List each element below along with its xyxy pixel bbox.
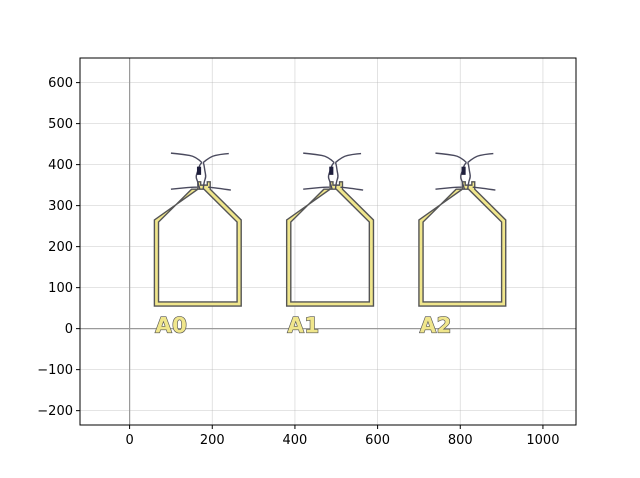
device-wire <box>340 186 364 191</box>
axes-frame <box>79 57 577 426</box>
device-a2: A2 <box>418 152 507 338</box>
device-wire <box>472 186 496 191</box>
device-a0: A0 <box>153 152 242 338</box>
y-tick-label: 300 <box>48 199 73 214</box>
device-wire <box>467 162 471 190</box>
device-a1: A1 <box>285 152 375 338</box>
x-tick-label: 1000 <box>526 433 559 448</box>
device-wire <box>435 152 467 164</box>
y-tick-label: 400 <box>48 158 73 173</box>
device-wire <box>202 152 229 164</box>
device-pad <box>329 166 334 175</box>
axes-border <box>79 57 577 426</box>
y-tick-label: 500 <box>48 117 73 132</box>
origin-axis-lines <box>80 58 576 425</box>
y-tick-label: 200 <box>48 240 73 255</box>
device-outline <box>285 181 375 307</box>
device-wire <box>202 162 207 190</box>
device-wire <box>303 186 330 190</box>
device-outline <box>153 181 242 307</box>
device-wire <box>460 162 467 190</box>
y-tick-label: 600 <box>48 76 73 91</box>
device-wire <box>303 152 335 164</box>
y-tick-label: −200 <box>37 404 73 419</box>
y-tick-label: 0 <box>65 322 73 337</box>
y-axis: −200 −100 0 100 200 300 400 500 600 <box>37 76 80 419</box>
device-wire <box>170 186 197 190</box>
device-outline <box>418 181 507 307</box>
device-wire <box>334 152 362 164</box>
y-tick-label: 100 <box>48 281 73 296</box>
device-label: A2 <box>420 313 452 338</box>
device-pad <box>461 166 466 175</box>
x-tick-label: 600 <box>365 433 390 448</box>
device-pad <box>196 166 202 175</box>
x-tick-label: 400 <box>283 433 308 448</box>
device-label: A0 <box>155 313 187 338</box>
device-wire <box>195 162 203 190</box>
x-tick-label: 200 <box>200 433 225 448</box>
device-wire <box>467 152 494 164</box>
x-axis: 0 200 400 600 800 1000 <box>125 425 559 448</box>
plot-area: A0 A1 A2 <box>153 152 507 338</box>
device-label: A1 <box>287 313 319 338</box>
x-tick-label: 0 <box>125 433 133 448</box>
device-wire <box>208 186 231 191</box>
device-wire <box>170 152 203 164</box>
x-tick-label: 800 <box>448 433 473 448</box>
device-wire <box>435 186 462 190</box>
device-wire <box>327 162 335 190</box>
grid <box>80 58 576 425</box>
y-tick-label: −100 <box>37 363 73 378</box>
device-wire <box>334 162 339 190</box>
